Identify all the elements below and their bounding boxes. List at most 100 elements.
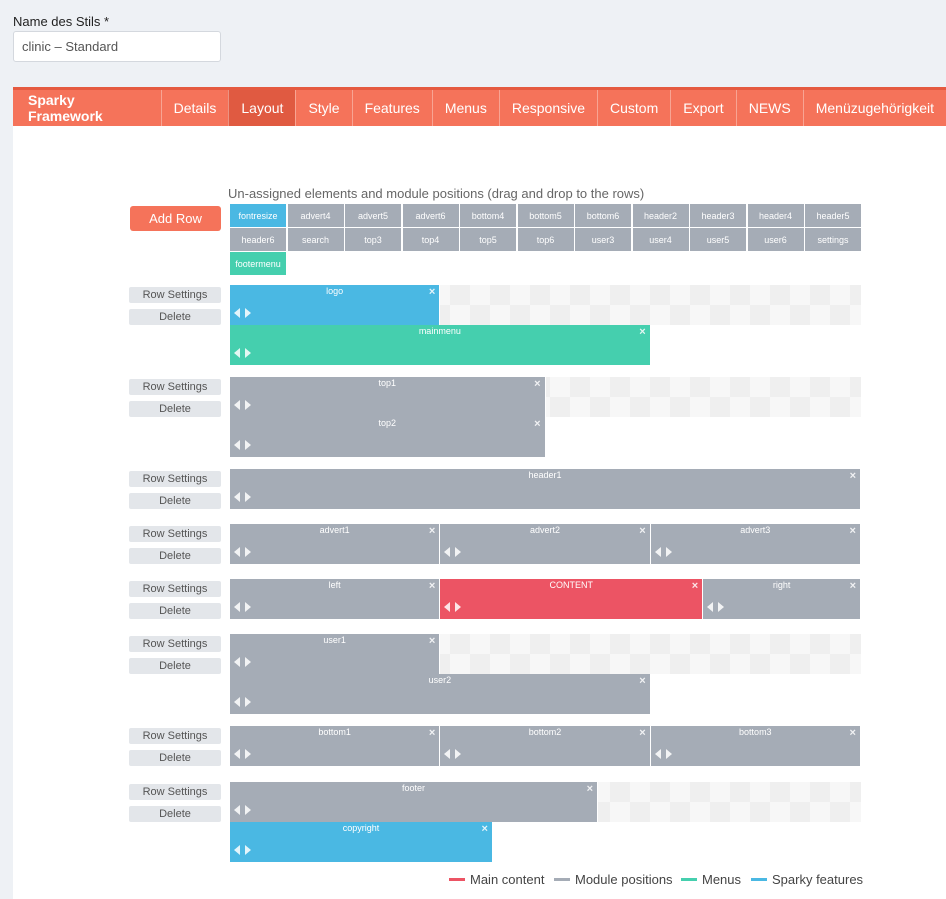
unassigned-header2[interactable]: header2 [632,204,689,227]
row-settings-button[interactable]: Row Settings [129,471,221,487]
remove-icon[interactable]: × [639,326,646,338]
row-settings-button[interactable]: Row Settings [129,287,221,303]
expand-arrow-icon[interactable] [665,547,672,557]
expand-arrow-icon[interactable] [245,308,251,318]
position-block-right[interactable]: right × [703,579,861,619]
position-block-bottom3[interactable]: bottom3 × [650,726,861,766]
delete-row-button[interactable]: Delete [129,309,221,325]
position-block-left[interactable]: left × [230,579,441,619]
delete-row-button[interactable]: Delete [129,658,221,674]
unassigned-header5[interactable]: header5 [805,204,861,227]
position-block-top2[interactable]: top2 × [230,417,546,457]
expand-arrow-icon[interactable] [245,348,251,358]
position-block-mainmenu[interactable]: mainmenu × [230,325,651,365]
unassigned-advert5[interactable]: advert5 [345,204,401,227]
shrink-arrow-icon[interactable] [234,805,240,815]
shrink-arrow-icon[interactable] [444,547,451,557]
unassigned-bottom5[interactable]: bottom5 [517,204,574,227]
shrink-arrow-icon[interactable] [234,440,240,450]
unassigned-user5[interactable]: user5 [690,228,746,251]
expand-arrow-icon[interactable] [245,440,251,450]
remove-icon[interactable]: × [639,727,646,739]
position-block-content[interactable]: CONTENT × [440,579,704,619]
expand-arrow-icon[interactable] [245,602,251,612]
shrink-arrow-icon[interactable] [707,602,714,612]
shrink-arrow-icon[interactable] [654,547,661,557]
expand-arrow-icon[interactable] [665,749,672,759]
expand-arrow-icon[interactable] [245,845,251,855]
expand-arrow-icon[interactable] [455,749,462,759]
remove-icon[interactable]: × [586,783,594,795]
tab-menus[interactable]: Menus [431,90,499,126]
expand-arrow-icon[interactable] [245,400,251,410]
expand-arrow-icon[interactable] [245,657,251,667]
shrink-arrow-icon[interactable] [234,602,240,612]
unassigned-settings[interactable]: settings [805,228,861,251]
tab-details[interactable]: Details [160,90,229,126]
expand-arrow-icon[interactable] [455,602,462,612]
remove-icon[interactable]: × [428,525,436,537]
shrink-arrow-icon[interactable] [234,308,240,318]
remove-icon[interactable]: × [428,286,436,298]
position-block-header1[interactable]: header1 × [230,469,861,509]
position-block-advert1[interactable]: advert1 × [230,524,441,564]
unassigned-header4[interactable]: header4 [747,204,804,227]
tab-style[interactable]: Style [295,90,351,126]
tab-menu-assignment[interactable]: Menüzugehörigkeit [802,90,946,126]
expand-arrow-icon[interactable] [718,602,725,612]
shrink-arrow-icon[interactable] [444,749,451,759]
position-block-copyright[interactable]: copyright × [230,822,493,862]
unassigned-user6[interactable]: user6 [747,228,804,251]
delete-row-button[interactable]: Delete [129,401,221,417]
style-name-input[interactable] [13,31,221,62]
expand-arrow-icon[interactable] [245,805,251,815]
delete-row-button[interactable]: Delete [129,750,221,766]
tab-layout[interactable]: Layout [228,90,296,126]
remove-icon[interactable]: × [428,635,436,647]
position-block-bottom2[interactable]: bottom2 × [440,726,651,766]
row-settings-button[interactable]: Row Settings [129,526,221,542]
remove-icon[interactable]: × [481,823,488,835]
tab-news[interactable]: NEWS [735,90,803,126]
position-block-advert3[interactable]: advert3 × [650,524,861,564]
remove-icon[interactable]: × [428,580,436,592]
position-block-user1[interactable]: user1 × [230,634,441,674]
remove-icon[interactable]: × [428,727,436,739]
row-settings-button[interactable]: Row Settings [129,581,221,597]
position-block-footer[interactable]: footer × [230,782,599,822]
unassigned-top6[interactable]: top6 [517,228,574,251]
shrink-arrow-icon[interactable] [234,547,240,557]
unassigned-advert6[interactable]: advert6 [402,204,459,227]
row-settings-button[interactable]: Row Settings [129,728,221,744]
remove-icon[interactable]: × [639,525,646,537]
unassigned-top5[interactable]: top5 [460,228,516,251]
expand-arrow-icon[interactable] [245,547,251,557]
shrink-arrow-icon[interactable] [234,749,240,759]
remove-icon[interactable]: × [534,418,541,430]
add-row-button[interactable]: Add Row [130,206,221,231]
unassigned-bottom6[interactable]: bottom6 [575,204,631,227]
shrink-arrow-icon[interactable] [234,348,240,358]
delete-row-button[interactable]: Delete [129,806,221,822]
expand-arrow-icon[interactable] [245,492,251,502]
position-block-logo[interactable]: logo × [230,285,441,325]
position-block-bottom1[interactable]: bottom1 × [230,726,441,766]
position-block-user2[interactable]: user2 × [230,674,651,714]
remove-icon[interactable]: × [849,727,856,739]
remove-icon[interactable]: × [849,525,856,537]
shrink-arrow-icon[interactable] [234,657,240,667]
unassigned-search[interactable]: search [287,228,344,251]
expand-arrow-icon[interactable] [245,749,251,759]
shrink-arrow-icon[interactable] [234,400,240,410]
remove-icon[interactable]: × [691,580,699,592]
row-settings-button[interactable]: Row Settings [129,636,221,652]
expand-arrow-icon[interactable] [455,547,462,557]
tab-export[interactable]: Export [670,90,735,126]
unassigned-advert4[interactable]: advert4 [287,204,344,227]
unassigned-bottom4[interactable]: bottom4 [460,204,516,227]
shrink-arrow-icon[interactable] [234,697,240,707]
shrink-arrow-icon[interactable] [234,845,240,855]
remove-icon[interactable]: × [534,378,541,390]
unassigned-top4[interactable]: top4 [402,228,459,251]
position-block-advert2[interactable]: advert2 × [440,524,651,564]
